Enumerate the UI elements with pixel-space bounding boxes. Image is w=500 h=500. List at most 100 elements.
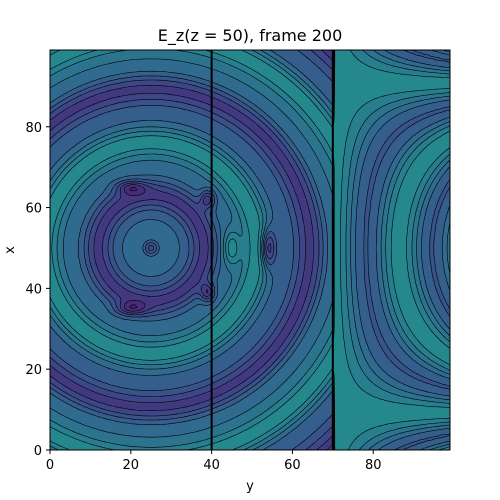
contour-cell xyxy=(63,410,66,413)
contour-cell xyxy=(75,435,78,438)
contour-cell xyxy=(193,385,196,388)
contour-cell xyxy=(365,423,368,426)
contour-cell xyxy=(233,413,236,416)
contour-cell xyxy=(318,430,321,433)
contour-cell xyxy=(413,418,416,421)
contour-cell xyxy=(325,400,328,403)
contour-cell xyxy=(345,383,348,386)
contour-cell xyxy=(215,413,218,416)
contour-cell xyxy=(168,378,171,381)
contour-cell xyxy=(408,380,411,383)
contour-cell xyxy=(400,373,403,376)
contour-cell xyxy=(155,398,158,401)
contour-cell xyxy=(350,413,353,416)
contour-cell xyxy=(105,373,108,376)
contour-cell xyxy=(388,405,391,408)
contour-cell xyxy=(135,403,138,406)
contour-cell xyxy=(168,375,171,378)
contour-cell xyxy=(255,395,258,398)
contour-cell xyxy=(373,380,376,383)
contour-cell xyxy=(265,413,268,416)
contour-cell xyxy=(190,373,193,376)
contour-cell xyxy=(168,438,171,441)
contour-cell xyxy=(345,428,348,431)
contour-cell xyxy=(108,373,111,376)
contour-cell xyxy=(285,398,288,401)
contour-cell xyxy=(390,373,393,376)
contour-cell xyxy=(88,445,91,448)
contour-cell xyxy=(163,380,166,383)
contour-cell xyxy=(225,418,228,421)
contour-cell xyxy=(138,433,141,436)
contour-cell xyxy=(180,435,183,438)
contour-cell xyxy=(340,398,343,401)
contour-cell xyxy=(133,390,136,393)
contour-cell xyxy=(173,418,176,421)
contour-cell xyxy=(68,425,71,428)
contour-cell xyxy=(443,418,446,421)
contour-cell xyxy=(153,433,156,436)
contour-cell xyxy=(398,393,401,396)
contour-cell xyxy=(168,425,171,428)
contour-cell xyxy=(310,418,313,421)
contour-cell xyxy=(275,380,278,383)
contour-cell xyxy=(418,400,421,403)
contour-cell xyxy=(83,390,86,393)
contour-cell xyxy=(263,425,266,428)
contour-cell xyxy=(430,375,433,378)
contour-cell xyxy=(415,415,418,418)
contour-cell xyxy=(135,370,138,373)
contour-cell xyxy=(55,393,58,396)
contour-cell xyxy=(335,405,338,408)
contour-cell xyxy=(180,430,183,433)
contour-cell xyxy=(288,440,291,443)
contour-cell xyxy=(290,400,293,403)
contour-cell xyxy=(160,403,163,406)
contour-cell xyxy=(148,430,151,433)
contour-cell xyxy=(303,398,306,401)
contour-cell xyxy=(215,430,218,433)
contour-cell xyxy=(143,428,146,431)
contour-cell xyxy=(195,398,198,401)
contour-cell xyxy=(308,433,311,436)
contour-cell xyxy=(95,388,98,391)
contour-cell xyxy=(243,408,246,411)
contour-cell xyxy=(108,428,111,431)
contour-cell xyxy=(220,435,223,438)
contour-cell xyxy=(338,380,341,383)
contour-cell xyxy=(368,423,371,426)
contour-cell xyxy=(318,410,321,413)
contour-cell xyxy=(75,425,78,428)
contour-cell xyxy=(303,380,306,383)
contour-cell xyxy=(248,415,251,418)
contour-cell xyxy=(345,413,348,416)
contour-cell xyxy=(140,383,143,386)
contour-cell xyxy=(398,390,401,393)
contour-cell xyxy=(165,380,168,383)
contour-cell xyxy=(438,410,441,413)
contour-cell xyxy=(328,443,331,446)
contour-cell xyxy=(388,445,391,448)
contour-cell xyxy=(325,428,328,431)
contour-cell xyxy=(328,398,331,401)
contour-cell xyxy=(270,415,273,418)
contour-cell xyxy=(65,408,68,411)
contour-cell xyxy=(358,438,361,441)
contour-cell xyxy=(78,418,81,421)
contour-cell xyxy=(303,428,306,431)
contour-cell xyxy=(183,403,186,406)
contour-cell xyxy=(180,373,183,376)
contour-cell xyxy=(70,408,73,411)
contour-cell xyxy=(360,408,363,411)
contour-cell xyxy=(135,398,138,401)
contour-cell xyxy=(60,418,63,421)
contour-cell xyxy=(398,375,401,378)
contour-cell xyxy=(423,445,426,448)
contour-cell xyxy=(343,440,346,443)
contour-cell xyxy=(390,410,393,413)
contour-cell xyxy=(373,373,376,376)
contour-cell xyxy=(385,393,388,396)
contour-cell xyxy=(83,443,86,446)
contour-cell xyxy=(290,440,293,443)
contour-cell xyxy=(303,443,306,446)
